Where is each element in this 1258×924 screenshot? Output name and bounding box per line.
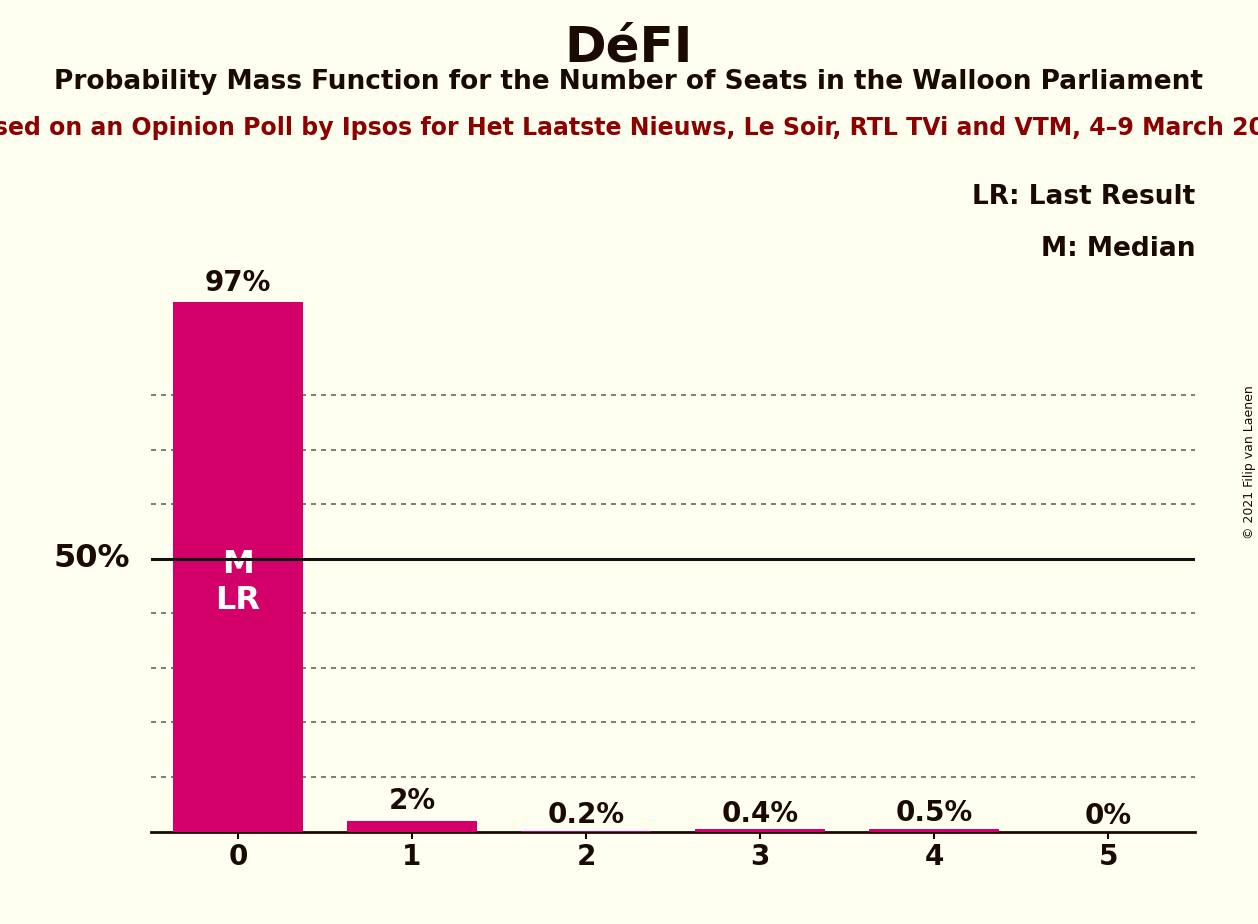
Text: 2%: 2% xyxy=(389,787,435,815)
Text: DéFI: DéFI xyxy=(565,23,693,71)
Text: 0%: 0% xyxy=(1084,802,1132,830)
Text: 97%: 97% xyxy=(205,269,272,297)
Text: Based on an Opinion Poll by Ipsos for Het Laatste Nieuws, Le Soir, RTL TVi and V: Based on an Opinion Poll by Ipsos for He… xyxy=(0,116,1258,140)
Text: Probability Mass Function for the Number of Seats in the Walloon Parliament: Probability Mass Function for the Number… xyxy=(54,69,1204,95)
Text: LR: Last Result: LR: Last Result xyxy=(972,184,1195,211)
Text: 0.4%: 0.4% xyxy=(722,800,799,828)
Text: M: Median: M: Median xyxy=(1040,236,1195,261)
Text: © 2021 Filip van Laenen: © 2021 Filip van Laenen xyxy=(1243,385,1255,539)
Bar xyxy=(347,821,477,832)
Bar xyxy=(521,831,652,832)
Text: 0.5%: 0.5% xyxy=(896,799,972,827)
Text: 50%: 50% xyxy=(54,543,130,575)
Bar xyxy=(869,829,999,832)
Text: M
LR: M LR xyxy=(215,550,260,616)
Text: 0.2%: 0.2% xyxy=(547,801,624,829)
Bar xyxy=(694,830,825,832)
Bar xyxy=(172,302,303,832)
